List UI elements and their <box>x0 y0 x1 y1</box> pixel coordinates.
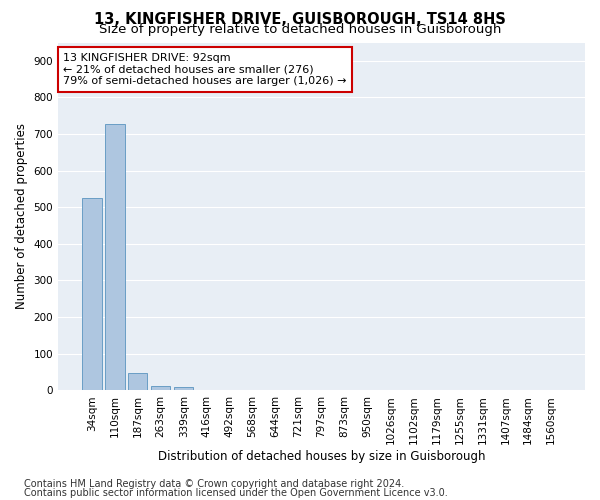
Text: Contains public sector information licensed under the Open Government Licence v3: Contains public sector information licen… <box>24 488 448 498</box>
Text: Size of property relative to detached houses in Guisborough: Size of property relative to detached ho… <box>99 24 501 36</box>
Bar <box>174 386 193 390</box>
Y-axis label: Number of detached properties: Number of detached properties <box>15 124 28 310</box>
Bar <box>128 373 148 390</box>
Text: 13, KINGFISHER DRIVE, GUISBOROUGH, TS14 8HS: 13, KINGFISHER DRIVE, GUISBOROUGH, TS14 … <box>94 12 506 28</box>
Text: Contains HM Land Registry data © Crown copyright and database right 2024.: Contains HM Land Registry data © Crown c… <box>24 479 404 489</box>
Text: 13 KINGFISHER DRIVE: 92sqm
← 21% of detached houses are smaller (276)
79% of sem: 13 KINGFISHER DRIVE: 92sqm ← 21% of deta… <box>64 53 347 86</box>
Bar <box>151 386 170 390</box>
Bar <box>82 198 101 390</box>
X-axis label: Distribution of detached houses by size in Guisborough: Distribution of detached houses by size … <box>158 450 485 462</box>
Bar <box>105 124 125 390</box>
